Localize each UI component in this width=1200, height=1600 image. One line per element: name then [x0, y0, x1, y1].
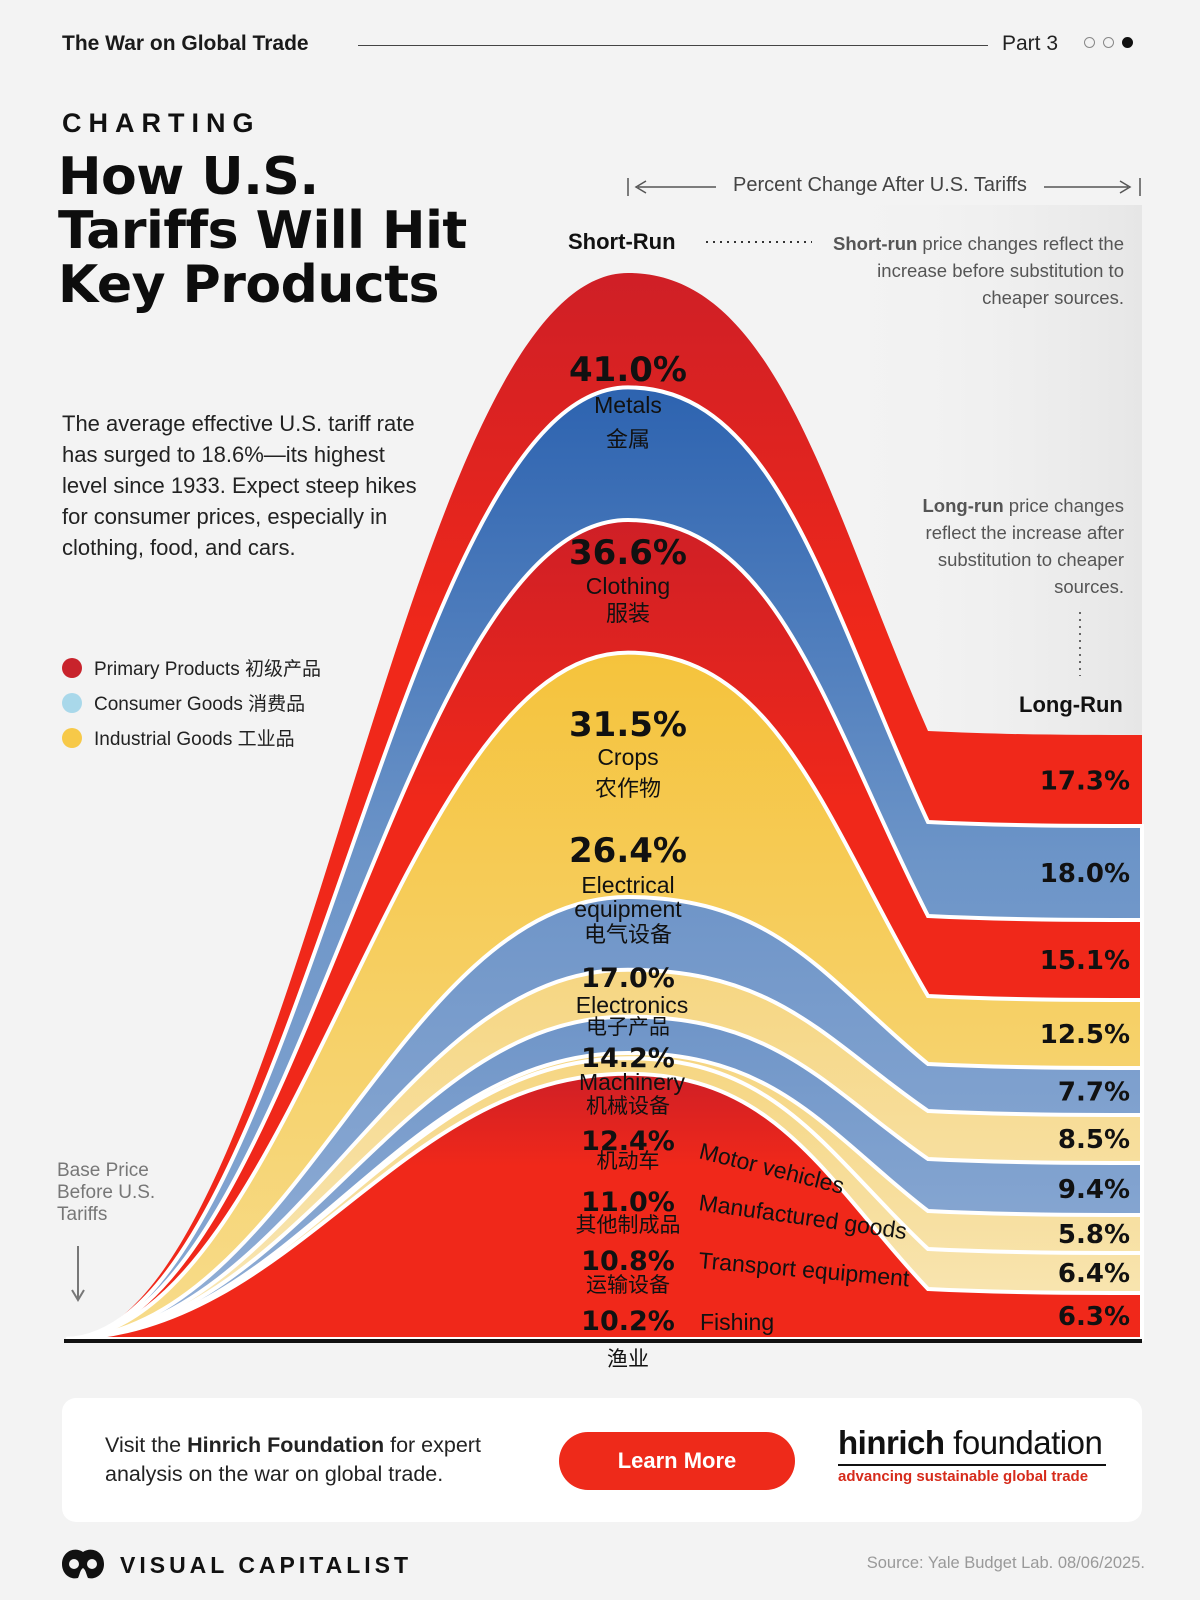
hinrich-tagline: advancing sustainable global trade: [838, 1468, 1089, 1485]
column-header: Percent Change After U.S. Tariffs: [733, 174, 1027, 196]
series-name-zh-transport-equipment: 运输设备: [586, 1274, 670, 1297]
short-run-value-fishing: 10.2%: [581, 1306, 675, 1337]
short-run-value-manufactured-goods: 11.0%: [581, 1187, 675, 1218]
short-run-note-text: price changes reflect the increase befor…: [877, 233, 1124, 308]
long-run-value-manufactured-goods: 5.8%: [1058, 1220, 1130, 1250]
legend-item-industrial: Industrial Goods 工业品: [62, 720, 321, 755]
series-name-electronics: Electronics: [576, 992, 688, 1018]
band-fishing: [65, 1071, 1144, 1341]
series-name-zh-machinery: 机械设备: [586, 1095, 670, 1118]
legend: Primary Products 初级产品 Consumer Goods 消费品…: [62, 650, 321, 755]
legend-swatch-consumer: [62, 692, 82, 713]
part-dot-3: [1122, 37, 1133, 48]
learn-more-button[interactable]: Learn More: [559, 1432, 795, 1490]
page-title: How U.S. Tariffs Will Hit Key Products: [58, 147, 467, 315]
series-name-clothing: Clothing: [586, 573, 670, 599]
cta-card: Visit the Hinrich Foundation for expert …: [62, 1398, 1142, 1522]
long-run-value-clothing: 18.0%: [1040, 859, 1130, 889]
long-run-value-metals: 17.3%: [1040, 767, 1130, 797]
short-run-value-electronics: 17.0%: [581, 963, 675, 994]
series-name-fishing: Fishing: [700, 1309, 774, 1335]
series-name-zh-electronics: 电子产品: [586, 1016, 670, 1039]
series-name-electrical-equipment-line2: equipment: [574, 896, 682, 922]
series-name-zh-fishing: 渔业: [607, 1348, 649, 1371]
long-run-value-fishing: 6.3%: [1058, 1302, 1130, 1332]
long-run-note: Long-run price changes reflect the incre…: [882, 492, 1125, 600]
long-run-note-bold: Long-run: [922, 495, 1004, 516]
cta-text-bold: Hinrich Foundation: [187, 1433, 385, 1457]
series-name-zh-metals: 金属: [606, 427, 650, 452]
short-run-note: Short-run price changes reflect the incr…: [820, 230, 1124, 311]
series-name-metals: Metals: [594, 392, 662, 418]
intro-paragraph: The average effective U.S. tariff rate h…: [62, 411, 417, 560]
series-name-zh-manufactured-goods: 其他制成品: [576, 1214, 681, 1237]
short-run-value-crops: 31.5%: [569, 705, 687, 745]
part-label: Part 3: [1002, 32, 1059, 55]
hinrich-logo-bold: hinrich: [838, 1424, 945, 1461]
short-run-value-clothing: 36.6%: [569, 533, 687, 573]
legend-label-consumer: Consumer Goods 消费品: [94, 694, 306, 715]
series-title: The War on Global Trade: [62, 32, 309, 55]
series-name-zh-clothing: 服装: [606, 601, 650, 626]
long-run-value-electrical-equipment: 12.5%: [1040, 1020, 1130, 1050]
short-run-value-transport-equipment: 10.8%: [581, 1246, 675, 1277]
hinrich-logo-rest: foundation: [944, 1424, 1103, 1461]
long-run-value-electronics: 7.7%: [1058, 1078, 1130, 1108]
footer-brand: VISUAL CAPITALIST: [120, 1552, 413, 1578]
left-arrow-icon: [634, 180, 647, 194]
top-bar: The War on Global Trade Part 3: [62, 30, 1140, 60]
long-run-note-text: price changes reflect the increase after…: [925, 495, 1124, 597]
hinrich-logo[interactable]: hinrich foundation: [838, 1424, 1103, 1462]
short-run-label: Short-Run: [568, 229, 676, 254]
header-divider: [358, 45, 988, 46]
hinrich-logo-rule: [838, 1464, 1106, 1466]
part-indicator: [1084, 37, 1133, 48]
kicker: CHARTING: [62, 108, 261, 138]
series-name-machinery: Machinery: [579, 1069, 686, 1095]
short-run-value-motor-vehicles: 12.4%: [581, 1126, 675, 1157]
long-run-value-crops: 15.1%: [1040, 946, 1130, 976]
legend-label-industrial: Industrial Goods 工业品: [94, 729, 295, 750]
part-dot-1: [1084, 37, 1095, 48]
legend-label-primary: Primary Products 初级产品: [94, 659, 321, 680]
series-name-zh-motor-vehicles: 机动车: [597, 1150, 660, 1173]
cta-text-before: Visit the: [105, 1433, 188, 1457]
legend-swatch-industrial: [62, 727, 82, 748]
cta-text-after: for expert analysis on the war on global…: [105, 1433, 481, 1486]
cta-text: Visit the Hinrich Foundation for expert …: [105, 1431, 525, 1489]
short-run-value-electrical-equipment: 26.4%: [569, 831, 687, 871]
long-run-label: Long-Run: [1019, 692, 1123, 717]
short-run-note-bold: Short-run: [833, 233, 918, 254]
short-run-value-metals: 41.0%: [569, 350, 687, 390]
legend-swatch-primary: [62, 657, 82, 678]
long-run-value-motor-vehicles: 9.4%: [1058, 1175, 1130, 1205]
part-dot-2: [1103, 37, 1114, 48]
series-name-crops: Crops: [597, 744, 658, 770]
source-note: Source: Yale Budget Lab. 08/06/2025.: [866, 1554, 1145, 1572]
right-arrow-icon: [1119, 180, 1132, 194]
long-run-value-transport-equipment: 6.4%: [1058, 1259, 1130, 1289]
chart-bands: [65, 273, 1144, 1341]
long-run-value-machinery: 8.5%: [1058, 1125, 1130, 1155]
visual-capitalist-logo-icon: [62, 1549, 104, 1579]
short-run-value-machinery: 14.2%: [581, 1043, 675, 1074]
legend-item-consumer: Consumer Goods 消费品: [62, 685, 321, 720]
base-price-label: Base Price Before U.S. Tariffs: [57, 1160, 156, 1225]
series-name-zh-crops: 农作物: [595, 776, 661, 801]
series-name-zh-electrical-equipment: 电气设备: [584, 922, 672, 947]
legend-item-primary: Primary Products 初级产品: [62, 650, 321, 685]
down-arrow-icon: [71, 1246, 85, 1302]
series-name-electrical-equipment: Electrical: [581, 872, 674, 898]
